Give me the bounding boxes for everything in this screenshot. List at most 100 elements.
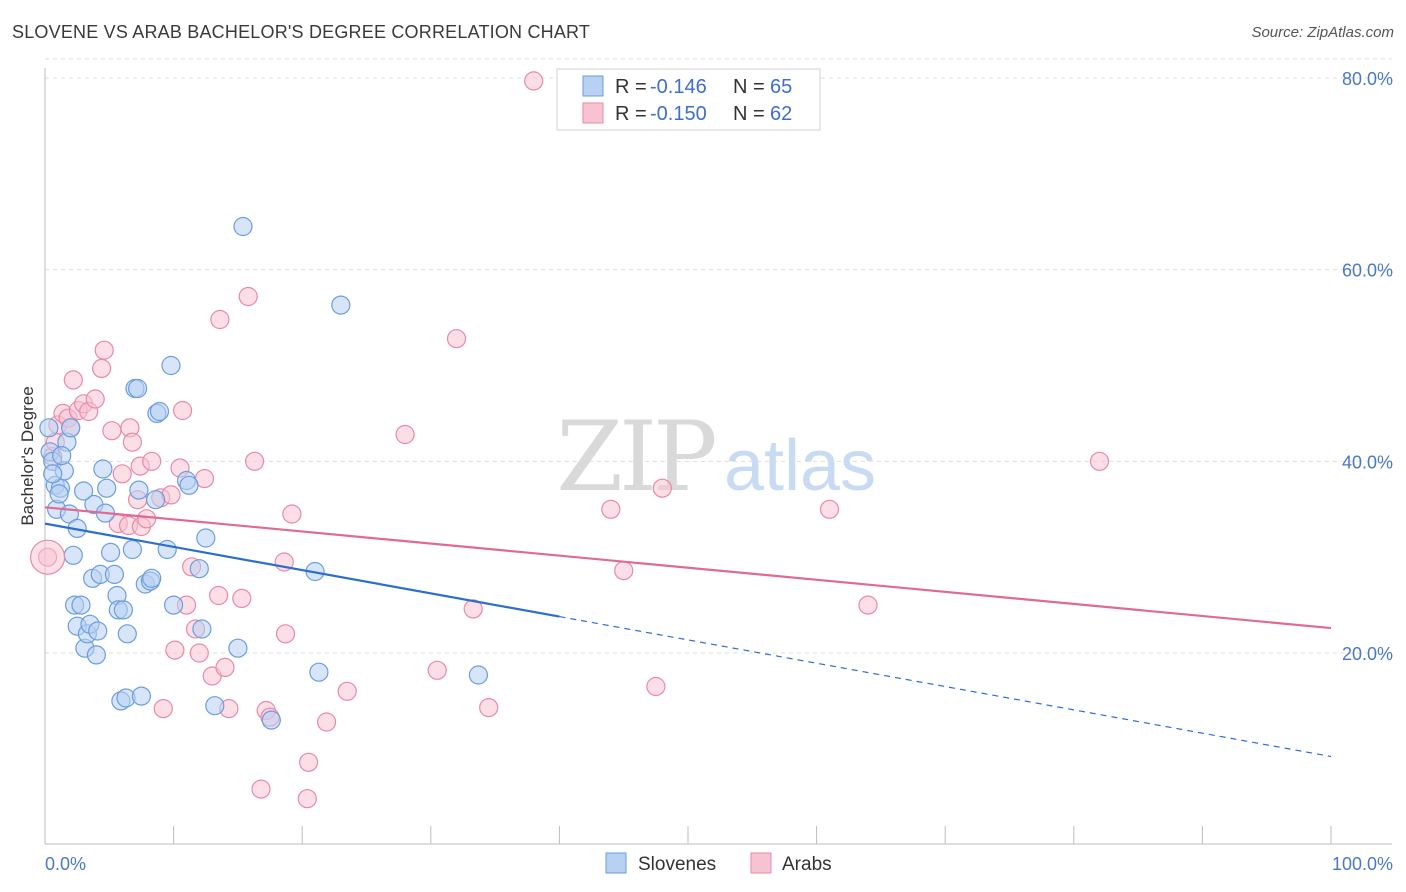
arabs-point-34 xyxy=(189,643,209,663)
arabs-point-44 xyxy=(251,779,271,799)
slovenes-point-19 xyxy=(86,645,107,665)
bottom-legend-label-slovenes: Slovenes xyxy=(638,854,716,875)
bottom-legend-swatch-slovenes xyxy=(605,852,627,874)
slovenes-point-63 xyxy=(52,446,72,466)
arabs-point-56 xyxy=(446,329,467,349)
arabs-point-62 xyxy=(646,676,666,697)
slovenes-point-59 xyxy=(468,665,488,685)
arabs-point-65 xyxy=(858,595,878,615)
x-axis-ticks xyxy=(44,826,1332,844)
slovenes-point-32 xyxy=(117,624,137,644)
gridlines xyxy=(45,58,1392,654)
legend-r-label-2: R = xyxy=(615,103,647,125)
y-axis-label: Bachelor's Degree xyxy=(18,386,37,525)
trend-lines xyxy=(44,506,1332,758)
arabs-point-24 xyxy=(142,451,162,471)
slovenes-point-33 xyxy=(122,539,142,560)
arabs-point-11 xyxy=(85,389,105,409)
arabs-point-7 xyxy=(63,370,83,390)
arabs-point-53 xyxy=(337,681,357,701)
arabs-point-64 xyxy=(819,499,840,519)
arabs-point-39 xyxy=(215,657,235,678)
slovenes-point-44 xyxy=(157,539,177,560)
arabs-point-12 xyxy=(91,358,112,378)
y-axis-tick-labels: 20.0% 40.0% 60.0% 80.0% xyxy=(1342,69,1393,664)
x-tick-label-min: 0.0% xyxy=(45,854,86,874)
arabs-point-54 xyxy=(395,424,415,445)
arabs-point-50 xyxy=(299,752,319,772)
arabs-point-30 xyxy=(173,400,193,421)
slovenes-point-53 xyxy=(228,638,248,658)
legend-r-value-2: -0.150 xyxy=(650,103,707,125)
legend-r-value-1: -0.146 xyxy=(650,76,707,98)
watermark-atlas: atlas xyxy=(724,426,876,506)
arabs-point-60 xyxy=(601,499,621,519)
legend-swatch-slovenes xyxy=(582,75,604,97)
slovenes-point-35 xyxy=(128,378,148,399)
arabs-point-63 xyxy=(652,478,672,498)
slovenes-trend-line xyxy=(44,522,560,618)
slovenes-point-24 xyxy=(97,478,117,498)
chart-source: Source: ZipAtlas.com xyxy=(1251,24,1394,41)
slovenes-point-30 xyxy=(113,600,134,620)
slovenes-point-9 xyxy=(61,418,81,438)
slovenes-point-54 xyxy=(233,216,253,237)
legend-n-value-2: 62 xyxy=(770,103,792,125)
slovenes-point-43 xyxy=(149,401,170,422)
arabs-point-14 xyxy=(102,421,122,441)
slovenes-point-64 xyxy=(73,481,94,501)
arabs-point-19 xyxy=(122,432,142,452)
slovenes-point-60 xyxy=(49,484,69,504)
y-tick-label-0: 20.0% xyxy=(1342,644,1393,664)
legend-n-label-1: N = xyxy=(733,76,765,98)
slovenes-point-37 xyxy=(131,686,151,706)
arabs-point-66 xyxy=(1089,451,1110,471)
slovenes-point-55 xyxy=(261,710,281,730)
slovenes-point-58 xyxy=(331,295,351,315)
arabs-point-13 xyxy=(94,340,114,360)
slovenes-point-46 xyxy=(164,595,184,615)
slovenes-point-36 xyxy=(129,480,149,500)
slovenes-point-50 xyxy=(192,619,212,639)
legend: R = -0.146 N = 65 R = -0.150 N = 62 xyxy=(556,68,821,131)
arabs-point-61 xyxy=(614,560,634,581)
arabs-point-37 xyxy=(209,585,229,606)
watermark-zip: ZIP xyxy=(556,401,715,513)
slovenes-point-41 xyxy=(146,490,166,510)
slovenes-point-20 xyxy=(88,621,108,641)
x-tick-label-max: 100.0% xyxy=(1332,854,1393,874)
legend-r-label-1: R = xyxy=(615,76,647,98)
bottom-legend: Slovenes Arabs xyxy=(605,852,832,875)
arabs-point-55 xyxy=(427,660,447,680)
arabs-point-51 xyxy=(297,789,317,809)
slovenes-point-52 xyxy=(205,696,225,716)
arabs-point-59 xyxy=(524,71,544,91)
arabs-point-58 xyxy=(479,697,499,718)
arabs-point-41 xyxy=(232,588,252,609)
y-tick-label-2: 60.0% xyxy=(1342,261,1393,281)
slovenes-point-49 xyxy=(189,559,209,579)
arabs-point-52 xyxy=(317,712,337,732)
arabs-point-large xyxy=(29,539,66,575)
slovenes-point-25 xyxy=(100,542,121,563)
arabs-point-49 xyxy=(282,504,302,524)
legend-n-value-1: 65 xyxy=(770,76,792,98)
arabs-point-26 xyxy=(153,698,173,719)
arabs-point-38 xyxy=(210,309,230,330)
arabs-point-23 xyxy=(137,509,157,529)
slovenes-point-61 xyxy=(63,545,83,565)
slovenes-point-13 xyxy=(71,595,91,615)
legend-n-label-2: N = xyxy=(733,103,765,125)
arabs-point-42 xyxy=(238,286,258,307)
slovenes-trend-line-extension xyxy=(559,615,1332,758)
arabs-point-48 xyxy=(275,624,296,644)
slovenes-point-26 xyxy=(104,564,125,585)
bottom-legend-label-arabs: Arabs xyxy=(782,854,832,875)
arabs-point-28 xyxy=(165,640,185,660)
arabs-trend-line xyxy=(44,506,1332,630)
chart-title: SLOVENE VS ARAB BACHELOR'S DEGREE CORREL… xyxy=(12,22,591,42)
slovenes-point-48 xyxy=(179,475,199,495)
y-tick-label-3: 80.0% xyxy=(1342,69,1393,89)
data-points xyxy=(29,71,1110,809)
